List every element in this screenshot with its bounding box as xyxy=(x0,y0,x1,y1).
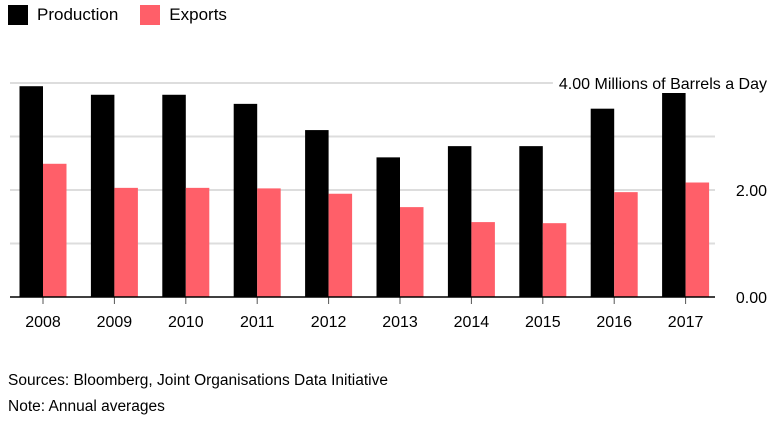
legend-label-exports: Exports xyxy=(169,5,227,24)
legend-item-production: Production xyxy=(8,5,118,25)
x-tick-label: 2008 xyxy=(25,314,61,331)
bar-exports-2013 xyxy=(400,207,424,297)
x-tick-label: 2011 xyxy=(240,314,275,331)
bar-production-2012 xyxy=(305,130,329,297)
x-tick-label: 2012 xyxy=(311,314,347,331)
bar-production-2009 xyxy=(90,94,115,298)
legend-item-exports: Exports xyxy=(140,5,227,25)
bar-production-2016 xyxy=(590,108,615,298)
bar-production-2017 xyxy=(662,92,686,297)
y-unit-background xyxy=(552,76,771,93)
legend-swatch-production xyxy=(8,5,28,25)
x-tick-label: 2009 xyxy=(97,314,133,331)
x-tick-label: 2016 xyxy=(596,314,632,331)
bar-exports-2016 xyxy=(614,192,638,297)
legend-label-production: Production xyxy=(37,5,119,24)
bar-exports-2017 xyxy=(685,182,710,297)
bar-exports-2008 xyxy=(43,163,67,297)
legend: Production Exports xyxy=(8,5,249,25)
y-tick-label: 2.00 xyxy=(736,183,767,200)
bar-production-2013 xyxy=(376,157,400,297)
annual-note: Note: Annual averages xyxy=(8,398,165,415)
bar-production-2010 xyxy=(162,94,186,298)
x-tick-label: 2015 xyxy=(525,314,561,331)
x-tick-label: 2010 xyxy=(168,314,204,331)
x-tick-label: 2017 xyxy=(668,314,704,331)
bar-exports-2012 xyxy=(328,193,353,297)
y-tick-label: 0.00 xyxy=(736,290,767,307)
bar-production-2008 xyxy=(19,86,43,298)
bar-exports-2011 xyxy=(257,188,281,297)
y-tick-label: 4.00 Millions of Barrels a Day xyxy=(559,76,767,93)
bar-production-2011 xyxy=(233,103,258,298)
bar-exports-2014 xyxy=(471,222,495,297)
bar-exports-2015 xyxy=(542,223,567,297)
bar-production-2014 xyxy=(447,146,472,297)
bar-exports-2009 xyxy=(114,187,138,297)
bar-exports-2010 xyxy=(185,187,210,297)
x-tick-label: 2014 xyxy=(454,314,490,331)
legend-swatch-exports xyxy=(140,5,161,25)
sources-note: Sources: Bloomberg, Joint Organisations … xyxy=(8,372,388,389)
x-tick-label: 2013 xyxy=(382,314,418,331)
bar-production-2015 xyxy=(519,146,543,297)
